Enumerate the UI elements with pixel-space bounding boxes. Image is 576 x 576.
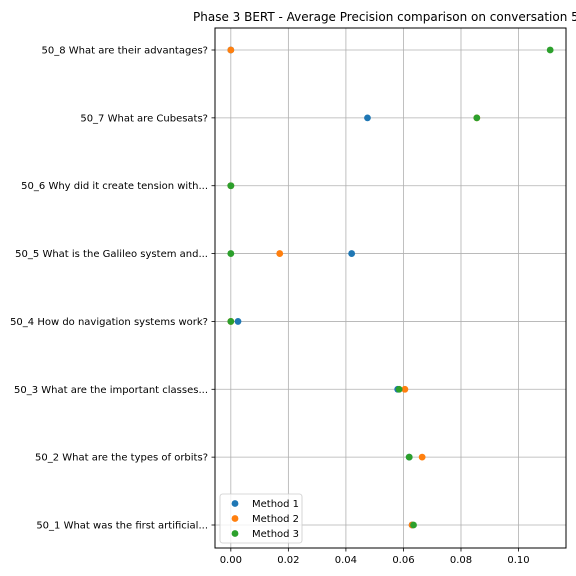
axis-ticks: 0.00 0.02 0.04 0.06 0.08 0.10 50_1 What was th… [10,46,530,567]
data-point [418,453,426,461]
plot-frame [214,27,567,549]
data-point [227,318,235,325]
data-point [227,46,235,54]
x-tick-label: 0.00 [220,555,242,566]
data-point [227,250,235,257]
y-tick-label: 50_6 Why did it create tension with... [21,181,208,192]
x-tick-label: 0.10 [507,555,529,566]
x-tick-label: 0.06 [392,555,414,566]
data-point [473,114,481,122]
y-tick-label: 50_2 What are the types of orbits? [35,453,208,464]
data-point [405,453,413,461]
data-point [546,46,554,54]
legend-label: Method 1 [252,499,299,510]
y-tick-label: 50_8 What are their advantages? [42,46,208,57]
y-tick-label: 50_4 How do navigation systems work? [10,317,208,328]
data-point [227,182,235,190]
x-tick-label: 0.08 [450,555,472,566]
x-tick-label: 0.02 [277,555,299,566]
legend-marker [231,515,239,522]
legend-box [219,493,303,544]
grid [215,28,566,548]
chart-title: Phase 3 BERT - Average Precision compari… [193,10,576,24]
legend-label: Method 3 [252,529,299,540]
y-tick-label: 50_7 What are Cubesats? [80,113,208,124]
data-point [364,114,371,122]
y-tick-label: 50_3 What are the important classes... [14,385,208,396]
x-tick-label: 0.04 [335,555,357,566]
legend-marker [231,500,239,507]
data-point [348,250,356,257]
legend: Method 1 Method 2 Method 3 [219,493,303,544]
y-tick-label: 50_1 What was the first artificial... [36,521,208,532]
legend-marker [231,530,239,537]
data-points [227,46,554,529]
data-point [395,385,403,393]
y-tick-label: 50_5 What is the Galileo system and... [15,249,208,260]
legend-label: Method 2 [252,514,299,525]
data-point [234,318,242,325]
data-point [276,250,284,257]
data-point [410,521,417,529]
data-point [401,385,409,393]
